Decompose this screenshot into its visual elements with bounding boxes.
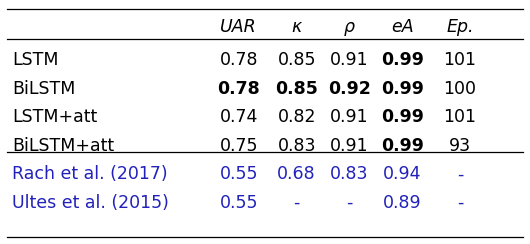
Text: -: -: [457, 194, 463, 212]
Text: 93: 93: [449, 137, 471, 155]
Text: 0.55: 0.55: [219, 194, 258, 212]
Text: Ep.: Ep.: [446, 18, 474, 36]
Text: 0.68: 0.68: [277, 165, 316, 183]
Text: Ultes et al. (2015): Ultes et al. (2015): [12, 194, 169, 212]
Text: eA: eA: [391, 18, 413, 36]
Text: -: -: [457, 165, 463, 183]
Text: Rach et al. (2017): Rach et al. (2017): [12, 165, 167, 183]
Text: -: -: [294, 194, 300, 212]
Text: 0.55: 0.55: [219, 165, 258, 183]
Text: 0.99: 0.99: [381, 137, 423, 155]
Text: 0.89: 0.89: [383, 194, 421, 212]
Text: κ: κ: [292, 18, 302, 36]
Text: 101: 101: [444, 108, 476, 126]
Text: LSTM: LSTM: [12, 51, 58, 70]
Text: ρ: ρ: [344, 18, 355, 36]
Text: 0.99: 0.99: [381, 108, 423, 126]
Text: BiLSTM: BiLSTM: [12, 80, 75, 98]
Text: 0.74: 0.74: [219, 108, 258, 126]
Text: LSTM+att: LSTM+att: [12, 108, 97, 126]
Text: 100: 100: [444, 80, 476, 98]
Text: 0.85: 0.85: [277, 51, 316, 70]
Text: 0.78: 0.78: [217, 80, 260, 98]
Text: 0.94: 0.94: [383, 165, 421, 183]
Text: 0.99: 0.99: [381, 80, 423, 98]
Text: 0.75: 0.75: [219, 137, 258, 155]
Text: UAR: UAR: [220, 18, 257, 36]
Text: 0.82: 0.82: [277, 108, 316, 126]
Text: 0.91: 0.91: [330, 108, 369, 126]
Text: 0.83: 0.83: [277, 137, 316, 155]
Text: 0.83: 0.83: [330, 165, 368, 183]
Text: -: -: [346, 194, 352, 212]
Text: 0.91: 0.91: [330, 137, 369, 155]
Text: 101: 101: [444, 51, 476, 70]
Text: BiLSTM+att: BiLSTM+att: [12, 137, 114, 155]
Text: 0.99: 0.99: [381, 51, 423, 70]
Text: 0.78: 0.78: [219, 51, 258, 70]
Text: 0.85: 0.85: [275, 80, 318, 98]
Text: 0.92: 0.92: [328, 80, 371, 98]
Text: 0.91: 0.91: [330, 51, 369, 70]
